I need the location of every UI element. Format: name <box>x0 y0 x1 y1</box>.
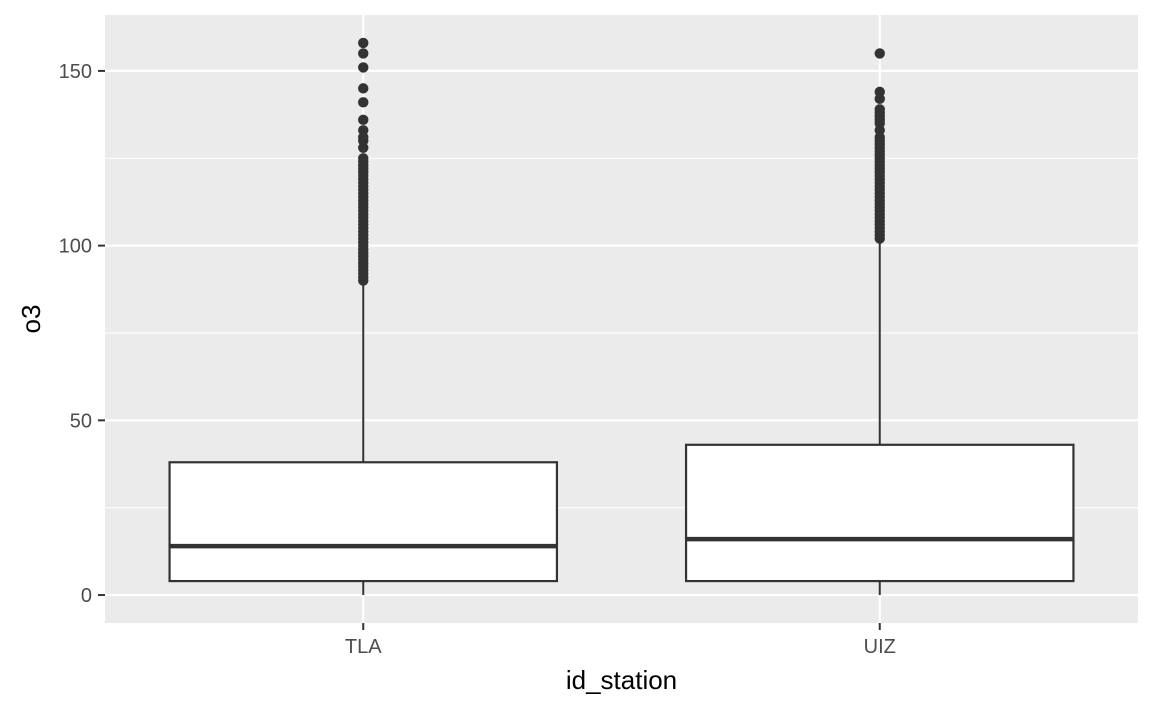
outlier-point <box>358 48 369 59</box>
outlier-point <box>874 104 885 115</box>
box-tla <box>168 37 559 596</box>
outlier-point <box>874 86 885 98</box>
x-tick-label: UIZ <box>864 636 896 658</box>
outlier-point <box>358 125 369 136</box>
x-axis-title: id_station <box>566 665 677 695</box>
boxes <box>168 37 1075 596</box>
box-body <box>684 443 1075 583</box>
y-axis-title: o3 <box>16 305 46 334</box>
outlier-point <box>358 37 369 49</box>
outlier-point <box>874 48 885 59</box>
outlier-point <box>358 97 369 108</box>
outlier-point <box>358 83 369 94</box>
outlier-point <box>358 153 369 164</box>
x-tick-label: TLA <box>345 636 382 658</box>
y-tick-label: 150 <box>59 61 92 83</box>
axes: 0 50 100 150 TLA UIZ <box>59 61 896 658</box>
outlier-point <box>358 62 369 73</box>
y-tick-label: 100 <box>59 236 92 258</box>
outlier-point <box>358 114 369 126</box>
box-uiz <box>684 48 1075 596</box>
y-tick-label: 0 <box>81 585 92 607</box>
y-tick-label: 50 <box>70 410 92 432</box>
box-body <box>168 461 559 583</box>
